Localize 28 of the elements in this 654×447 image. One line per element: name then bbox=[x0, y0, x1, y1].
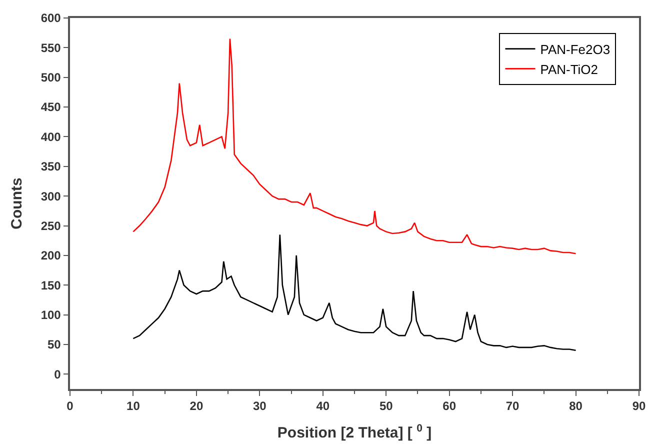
y-tick-label: 100 bbox=[40, 308, 62, 322]
y-tick-label: 150 bbox=[40, 278, 62, 292]
x-tick-label: 60 bbox=[442, 399, 456, 414]
x-tick-label: 10 bbox=[126, 399, 140, 414]
y-tick-label: 50 bbox=[47, 338, 62, 352]
x-tick-label: 70 bbox=[506, 399, 520, 414]
x-tick-label: 30 bbox=[252, 399, 267, 414]
y-tick-label: 600 bbox=[40, 11, 62, 26]
x-axis-title: Position [2 Theta] [ $^{0}$ ] bbox=[277, 422, 432, 442]
x-tick-label: 0 bbox=[66, 399, 74, 414]
y-tick-label: 550 bbox=[40, 40, 62, 55]
y-tick-label: 0 bbox=[54, 367, 62, 382]
y-tick-label: 500 bbox=[40, 70, 62, 85]
legend-label: PAN-Fe2O3 bbox=[540, 42, 610, 57]
x-tick-label: 20 bbox=[190, 399, 204, 414]
y-tick-label: 400 bbox=[40, 130, 62, 144]
line-series bbox=[132, 234, 576, 352]
x-tick-label: 50 bbox=[379, 399, 394, 414]
legend-label: PAN-TiO2 bbox=[540, 62, 598, 77]
x-tick-label: 80 bbox=[569, 399, 583, 414]
y-axis-title: Counts bbox=[8, 178, 26, 230]
y-tick-label: 200 bbox=[40, 248, 62, 263]
y-tick-label: 250 bbox=[40, 218, 62, 233]
x-tick-label: 90 bbox=[632, 399, 646, 414]
x-tick-label: 40 bbox=[316, 399, 330, 414]
y-tick-label: 450 bbox=[40, 100, 62, 114]
y-tick-label: 350 bbox=[40, 160, 62, 174]
y-tick-label: 300 bbox=[40, 189, 62, 204]
